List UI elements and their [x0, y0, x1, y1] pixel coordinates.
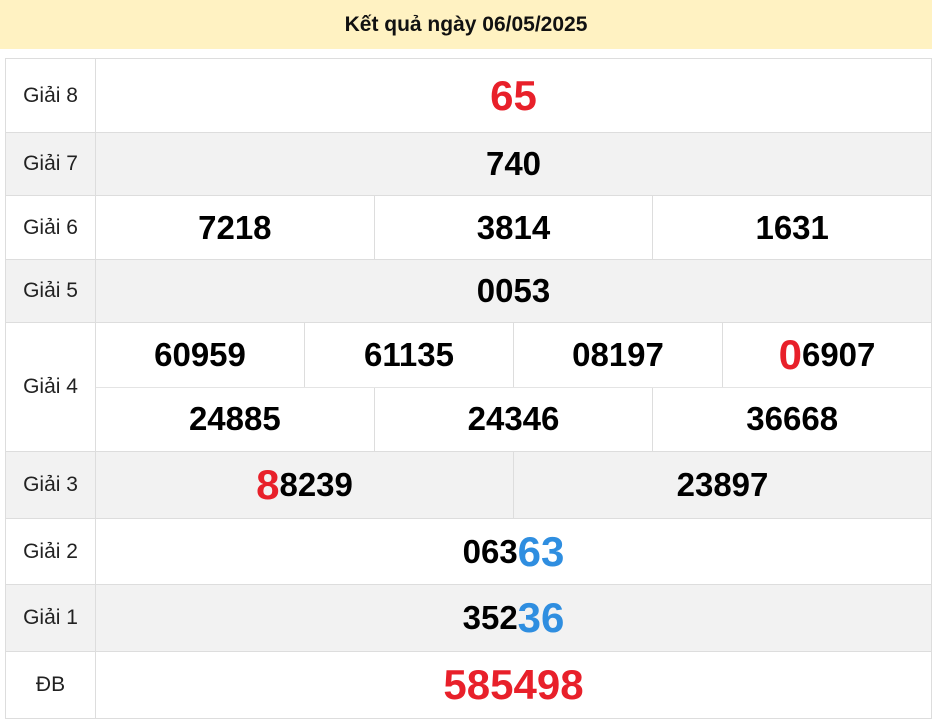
number-segment: 8	[256, 461, 280, 508]
prize-line: 740	[96, 133, 931, 195]
prize-values: 8 8239 23897	[96, 452, 931, 518]
number-segment: 585498	[443, 661, 584, 708]
results-table: Giải 8 65 Giải 7 740 Giải 6 7218 3814 1631 Giải …	[5, 58, 932, 719]
prize-number: 063 63	[96, 519, 931, 584]
prize-line: 24885 24346 36668	[96, 386, 931, 452]
prize-values: 063 63	[96, 519, 931, 584]
number-segment: 352	[462, 599, 518, 636]
prize-number: 3814	[373, 196, 653, 259]
prize-row: Giải 5 0053	[6, 260, 932, 323]
prize-line: 60959 61135 08197 0 6907	[96, 323, 931, 387]
prize-number: 08197	[513, 323, 722, 387]
prize-row: Giải 3 8 8239 23897	[6, 452, 932, 519]
prize-number: 352 36	[96, 585, 931, 651]
prize-number: 24885	[96, 388, 374, 452]
number-segment: 24885	[188, 400, 281, 438]
prize-line: 585498	[96, 652, 931, 718]
number-segment: 61135	[364, 335, 454, 373]
number-segment: 60959	[154, 335, 246, 373]
prize-number: 36668	[652, 387, 931, 451]
prize-number: 0 6907	[722, 323, 931, 387]
prize-row: ĐB 585498	[6, 652, 932, 719]
number-segment: 6907	[801, 335, 876, 373]
number-segment: 7218	[198, 208, 272, 246]
number-segment: 36668	[746, 400, 839, 438]
prize-label: Giải 2	[6, 519, 96, 584]
prize-label: ĐB	[6, 652, 96, 718]
number-segment: 1631	[755, 208, 829, 246]
prize-label: Giải 7	[6, 133, 96, 195]
prize-values: 7218 3814 1631	[96, 196, 931, 259]
prize-label: Giải 4	[6, 323, 96, 451]
number-segment: 0053	[476, 272, 551, 309]
prize-values: 60959 61135 08197 0 6907 24885 24346 36668	[96, 323, 931, 451]
number-segment: 740	[485, 145, 542, 182]
prize-number: 0053	[96, 260, 931, 322]
prize-number: 23897	[513, 452, 931, 518]
prize-line: 65	[96, 59, 931, 132]
prize-values: 65	[96, 59, 931, 132]
number-segment: 65	[490, 71, 537, 119]
results-date-header: Kết quả ngày 06/05/2025	[0, 0, 932, 49]
prize-line: 8 8239 23897	[96, 452, 931, 518]
prize-row: Giải 4 60959 61135 08197 0 6907 24885 24346 3666…	[6, 323, 932, 452]
prize-line: 0053	[96, 260, 931, 322]
prize-number: 740	[96, 133, 931, 195]
number-segment: 063	[462, 532, 518, 570]
prize-number: 61135	[304, 323, 513, 387]
prize-values: 0053	[96, 260, 931, 322]
number-segment: 08197	[572, 335, 664, 373]
prize-values: 740	[96, 133, 931, 195]
prize-label: Giải 5	[6, 260, 96, 322]
prize-row: Giải 7 740	[6, 133, 932, 196]
prize-number: 65	[96, 59, 931, 132]
prize-number: 1631	[652, 196, 931, 259]
prize-line: 7218 3814 1631	[96, 196, 931, 259]
number-segment: 3814	[476, 208, 551, 246]
number-segment: 36	[517, 594, 565, 641]
prize-number: 24346	[373, 387, 653, 451]
prize-row: Giải 8 65	[6, 59, 932, 133]
prize-row: Giải 6 7218 3814 1631	[6, 196, 932, 260]
prize-line: 063 63	[96, 519, 931, 584]
prize-number: 7218	[96, 196, 374, 259]
prize-label: Giải 1	[6, 585, 96, 651]
prize-values: 585498	[96, 652, 931, 718]
prize-label: Giải 8	[6, 59, 96, 132]
prize-row: Giải 2 063 63	[6, 519, 932, 585]
prize-number: 60959	[96, 323, 304, 387]
prize-values: 352 36	[96, 585, 931, 651]
prize-number: 585498	[96, 652, 931, 718]
prize-label: Giải 3	[6, 452, 96, 518]
number-segment: 0	[778, 330, 802, 378]
number-segment: 24346	[467, 400, 560, 438]
prize-label: Giải 6	[6, 196, 96, 259]
prize-line: 352 36	[96, 585, 931, 651]
prize-number: 8 8239	[96, 452, 513, 518]
number-segment: 23897	[676, 466, 769, 503]
prize-row: Giải 1 352 36	[6, 585, 932, 652]
number-segment: 8239	[279, 466, 353, 503]
number-segment: 63	[517, 527, 565, 575]
